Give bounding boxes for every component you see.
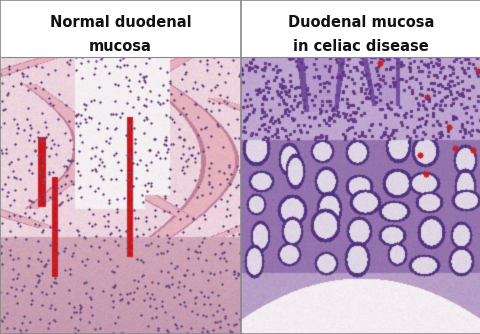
Text: in celiac disease: in celiac disease [292,39,428,54]
Text: mucosa: mucosa [89,39,152,54]
Text: Duodenal mucosa: Duodenal mucosa [287,15,433,30]
Text: Normal duodenal: Normal duodenal [49,15,191,30]
